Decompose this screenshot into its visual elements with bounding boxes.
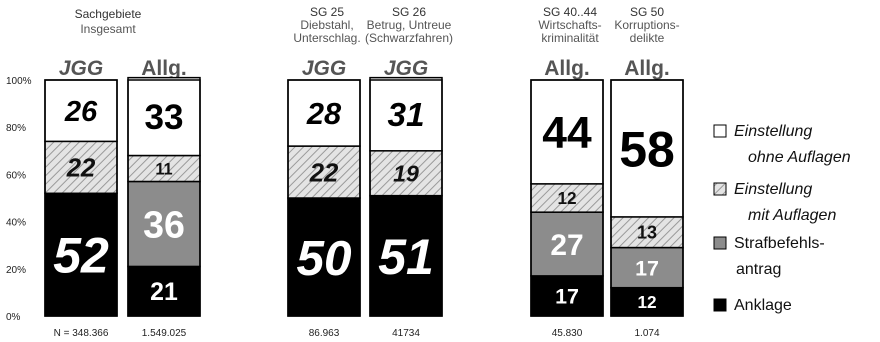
y-tick-label: 60%	[6, 170, 26, 181]
legend: Einstellung ohne Auflagen Einstellung mit A…	[713, 123, 851, 314]
n-label: N = 348.366	[54, 328, 109, 339]
court-label: Allg.	[544, 57, 590, 80]
legend-item-strafbefehl: Strafbefehls-antrag	[713, 235, 825, 278]
bar-frame	[369, 79, 443, 317]
segment-anklage	[44, 192, 118, 317]
segment-value-label: 26	[64, 96, 98, 128]
legend-label: Strafbefehls-	[734, 235, 825, 252]
legend-label: Einstellung	[734, 181, 812, 198]
bar-sg50-allg: Allg. 12 17 13 58 1.074	[610, 57, 684, 339]
n-label: 41734	[392, 328, 420, 339]
legend-swatch	[713, 182, 727, 196]
group-title: (Schwarzfahren)	[365, 31, 453, 45]
group-title: Unterschlag.	[293, 31, 360, 45]
segment-strafbefehl	[530, 211, 604, 277]
group-title: Betrug, Untreue	[367, 18, 452, 32]
n-label: 1.549.025	[142, 328, 187, 339]
segment-value-label: 33	[145, 98, 184, 137]
bar-frame	[287, 79, 361, 317]
group-title: kriminalität	[541, 31, 599, 45]
group-title: Insgesamt	[80, 22, 136, 36]
bar-frame	[127, 79, 201, 317]
segment-value-label: 17	[555, 285, 579, 309]
y-tick-label: 40%	[6, 218, 26, 229]
y-tick-label: 100%	[6, 76, 32, 87]
segment-value-label: 31	[387, 97, 424, 134]
segment-mit	[369, 150, 443, 197]
segment-mit	[530, 183, 604, 213]
segment-value-label: 27	[550, 229, 583, 262]
segment-ohne	[530, 79, 604, 185]
court-label: Allg.	[141, 57, 187, 80]
segment-value-label: 28	[306, 96, 342, 131]
legend-item-anklage: Anklage	[713, 297, 792, 314]
n-label: 86.963	[309, 328, 340, 339]
segment-value-label: 52	[53, 228, 109, 284]
segment-value-label: 12	[637, 292, 656, 312]
bar-sg25-jgg: JGG 50 22 28 86.963	[287, 57, 361, 339]
segment-value-label: 22	[66, 155, 96, 183]
segment-value-label: 50	[296, 231, 352, 286]
segment-mit	[44, 140, 118, 195]
group-title: delikte	[630, 31, 665, 45]
group-title: SG 40..44	[543, 5, 597, 19]
segment-value-label: 13	[637, 223, 657, 243]
y-tick-label: 20%	[6, 265, 26, 276]
group-title: Sachgebiete	[75, 7, 142, 21]
segment-value-label: 22	[309, 159, 339, 187]
legend-swatch	[713, 124, 727, 138]
segment-value-label: 58	[619, 121, 675, 177]
bars: JGG 52 22 26 N = 348.366 Allg. 21 36 11 33 1.549.0…	[44, 57, 684, 339]
segment-ohne	[369, 76, 443, 152]
legend-label: Einstellung	[734, 123, 812, 140]
legend-swatch	[713, 236, 727, 250]
bar-frame	[44, 79, 118, 317]
legend-item-ohne: Einstellung ohne Auflagen	[713, 123, 851, 166]
legend-label: ohne Auflagen	[748, 149, 851, 166]
legend-label: Anklage	[734, 297, 792, 314]
group-title: SG 25	[310, 5, 344, 19]
court-label: JGG	[302, 57, 346, 80]
bar-sg26-jgg: JGG 51 19 31 41734	[369, 57, 443, 339]
segment-value-label: 21	[150, 279, 178, 306]
legend-label: mit Auflagen	[748, 207, 836, 224]
bar-sachgebiete-allg: Allg. 21 36 11 33 1.549.025	[127, 57, 201, 339]
bar-sg4044-allg: Allg. 17 27 12 44 45.830	[530, 57, 604, 339]
n-label: 45.830	[552, 328, 583, 339]
group-title: SG 26	[392, 5, 426, 19]
group-title: SG 50	[630, 5, 664, 19]
n-label: 1.074	[634, 328, 659, 339]
legend-item-mit: Einstellung mit Auflagen	[713, 181, 836, 224]
court-label: Allg.	[624, 57, 670, 80]
group-title: Wirtschafts-	[538, 18, 601, 32]
segment-strafbefehl	[610, 246, 684, 289]
segment-value-label: 51	[378, 229, 434, 285]
segment-value-label: 12	[557, 188, 576, 208]
y-tick-label: 0%	[6, 312, 21, 323]
court-label: JGG	[384, 57, 428, 80]
bar-frame	[530, 79, 604, 317]
segment-ohne	[610, 79, 684, 218]
legend-swatch	[713, 298, 727, 312]
bar-sachgebiete-jgg: JGG 52 22 26 N = 348.366	[44, 57, 118, 339]
y-tick-label: 80%	[6, 123, 26, 134]
legend-label: antrag	[736, 261, 781, 278]
court-label: JGG	[59, 57, 103, 80]
segment-value-label: 19	[393, 161, 419, 187]
y-axis: 0% 20% 40% 60% 80% 100%	[6, 76, 32, 323]
group-title: Diebstahl,	[300, 18, 353, 32]
segment-value-label: 36	[143, 203, 185, 245]
segment-value-label: 11	[155, 160, 172, 178]
segment-value-label: 44	[542, 109, 592, 158]
segment-value-label: 17	[635, 256, 659, 280]
group-title: Korruptions-	[614, 18, 679, 32]
bar-frame	[610, 79, 684, 317]
